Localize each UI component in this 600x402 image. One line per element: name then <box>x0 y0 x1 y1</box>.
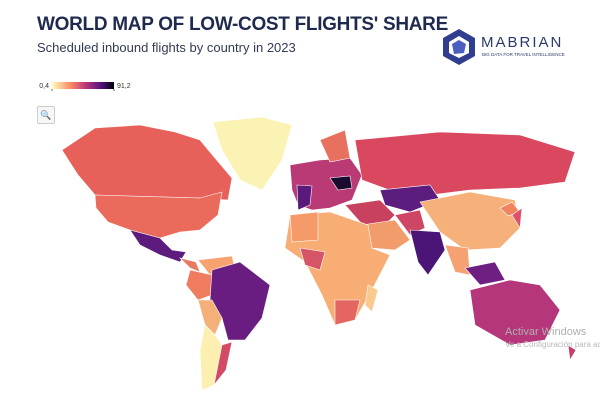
logo-icon <box>443 29 475 65</box>
logo-name: MABRIAN <box>481 34 564 51</box>
watermark-line: Activar Windows <box>505 326 587 338</box>
search-button[interactable]: 🔍 <box>37 106 55 124</box>
color-bar <box>52 82 114 89</box>
subtitle: Scheduled inbound flights by country in … <box>37 40 296 55</box>
legend-tick-label: 91,2 <box>117 83 131 90</box>
logo-tagline: BIG DATA FOR TRAVEL INTELLIGENCE <box>482 52 565 57</box>
title: WORLD MAP OF LOW-COST FLIGHTS' SHARE <box>37 14 448 35</box>
watermark-line: Ve a Configuración para activ <box>505 340 600 349</box>
legend-tick-label: 0,4 <box>39 83 49 90</box>
legend: 0,4 91,2 <box>39 82 131 91</box>
